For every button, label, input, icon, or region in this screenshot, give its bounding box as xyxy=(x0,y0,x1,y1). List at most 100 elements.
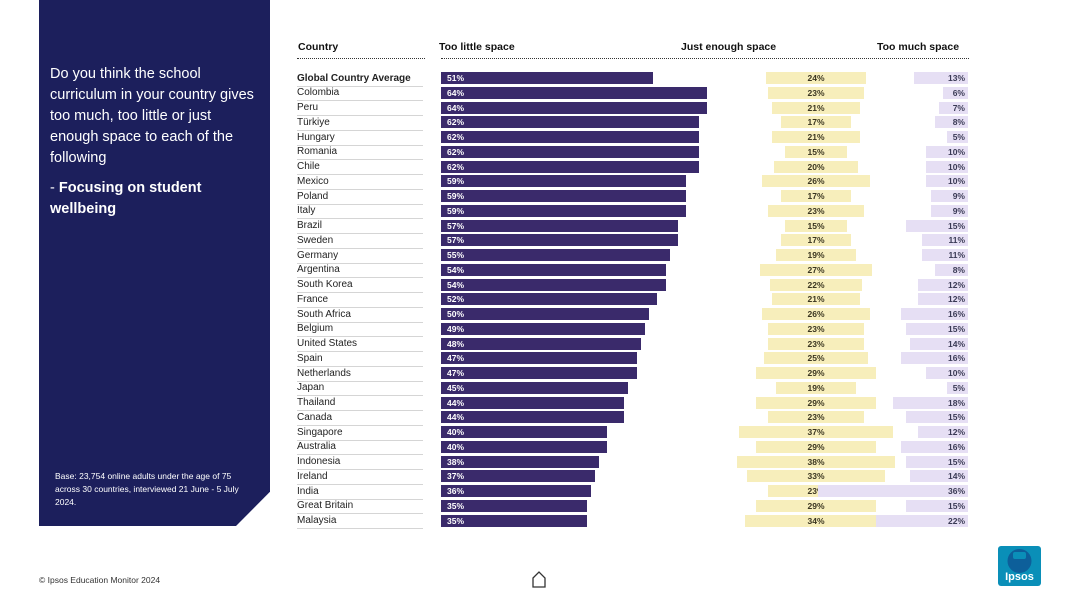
bar-too-little xyxy=(441,263,666,276)
bar-just-enough xyxy=(780,234,852,247)
country-label: Brazil xyxy=(297,220,323,231)
value-too-much: 15% xyxy=(947,220,965,231)
country-label: South Africa xyxy=(297,308,351,320)
row-separator xyxy=(297,351,423,352)
bar-too-little xyxy=(441,86,708,99)
country-label: Chile xyxy=(297,161,320,172)
value-just-enough: 23% xyxy=(807,338,825,349)
country-label: Indonesia xyxy=(297,456,341,467)
value-just-enough: 29% xyxy=(807,368,825,378)
bar-too-little xyxy=(441,175,687,188)
value-too-much: 18% xyxy=(947,397,965,408)
value-just-enough: 24% xyxy=(807,73,825,83)
bar-too-little xyxy=(441,367,637,379)
bar-just-enough xyxy=(745,514,887,527)
bar-too-little xyxy=(441,485,591,497)
row-separator xyxy=(297,159,423,161)
home-icon[interactable] xyxy=(531,570,547,588)
bar-just-enough xyxy=(768,204,864,217)
value-too-little: 48% xyxy=(447,338,465,349)
ipsos-logo: Ipsos xyxy=(998,546,1041,586)
country-label: Spain xyxy=(297,352,323,364)
bar-too-much xyxy=(930,204,968,217)
bar-too-little xyxy=(441,145,699,158)
value-just-enough: 34% xyxy=(807,515,825,526)
value-too-little: 44% xyxy=(447,412,465,423)
value-just-enough: 33% xyxy=(807,471,825,482)
value-too-little: 62% xyxy=(447,146,465,157)
value-too-much: 13% xyxy=(947,73,965,83)
row-separator xyxy=(297,528,423,529)
bar-too-much xyxy=(901,352,968,365)
value-too-little: 59% xyxy=(447,176,465,187)
country-label: Germany xyxy=(297,249,339,261)
header-divider-chart xyxy=(441,58,969,59)
bar-too-little xyxy=(441,440,608,453)
value-too-much: 10% xyxy=(947,146,965,157)
row-separator xyxy=(297,115,423,116)
bar-too-much xyxy=(876,514,968,527)
value-too-much: 9% xyxy=(952,191,965,201)
value-just-enough: 21% xyxy=(807,132,825,142)
bar-too-little xyxy=(441,337,641,350)
value-just-enough: 20% xyxy=(807,161,825,172)
value-too-little: 37% xyxy=(447,471,465,482)
country-label: Romania xyxy=(297,146,338,158)
bar-too-little xyxy=(441,411,625,424)
value-too-much: 10% xyxy=(947,176,965,187)
bar-too-much xyxy=(926,367,968,379)
value-too-little: 40% xyxy=(447,441,465,452)
bar-just-enough xyxy=(768,411,864,424)
bar-too-little xyxy=(441,72,654,84)
bar-just-enough xyxy=(768,322,864,335)
stacked-bar-chart: Global Country Average 51% 24% 13% Colombia 6… xyxy=(297,72,968,529)
value-too-much: 8% xyxy=(952,117,965,128)
value-too-much: 16% xyxy=(947,309,965,319)
bar-too-little xyxy=(441,131,699,143)
value-just-enough: 37% xyxy=(807,427,825,437)
country-label: Peru xyxy=(297,102,319,113)
bar-just-enough xyxy=(761,308,871,320)
value-too-much: 8% xyxy=(952,264,965,275)
bar-too-much xyxy=(901,308,968,320)
row-separator xyxy=(297,336,423,338)
bar-just-enough xyxy=(759,263,873,276)
bar-too-much xyxy=(930,190,968,202)
bar-too-much xyxy=(926,160,968,173)
bar-too-much xyxy=(918,426,968,438)
value-too-little: 51% xyxy=(447,73,465,83)
bar-too-little xyxy=(441,219,679,232)
value-just-enough: 26% xyxy=(807,309,825,319)
bar-just-enough xyxy=(784,145,848,158)
value-just-enough: 38% xyxy=(807,456,825,467)
country-label: India xyxy=(297,485,319,497)
footer-copyright: © Ipsos Education Monitor 2024 xyxy=(39,575,161,585)
value-too-much: 7% xyxy=(952,102,965,113)
bar-just-enough xyxy=(780,190,852,202)
value-too-little: 38% xyxy=(447,456,465,467)
bar-just-enough xyxy=(761,175,871,188)
bar-too-little xyxy=(441,116,699,129)
bar-too-much xyxy=(926,175,968,188)
bar-just-enough xyxy=(784,219,848,232)
row-separator xyxy=(297,498,423,500)
value-just-enough: 21% xyxy=(807,102,825,113)
value-too-little: 64% xyxy=(447,87,465,98)
row-separator xyxy=(297,277,423,279)
column-header-too-little: Too little space xyxy=(439,41,515,53)
value-too-little: 59% xyxy=(447,205,465,216)
country-label: Australia xyxy=(297,441,336,453)
value-too-much: 9% xyxy=(952,205,965,216)
row-separator xyxy=(297,380,423,382)
bar-too-little xyxy=(441,499,587,512)
bar-too-little xyxy=(441,190,687,202)
country-label: Hungary xyxy=(297,131,335,143)
row-separator xyxy=(297,292,423,293)
bar-too-much xyxy=(905,499,968,512)
bar-too-much xyxy=(943,86,968,99)
bar-too-much xyxy=(893,396,968,409)
value-too-much: 11% xyxy=(948,250,965,260)
bar-just-enough xyxy=(755,499,877,512)
country-label: South Korea xyxy=(297,279,353,290)
country-label: Belgium xyxy=(297,323,334,335)
